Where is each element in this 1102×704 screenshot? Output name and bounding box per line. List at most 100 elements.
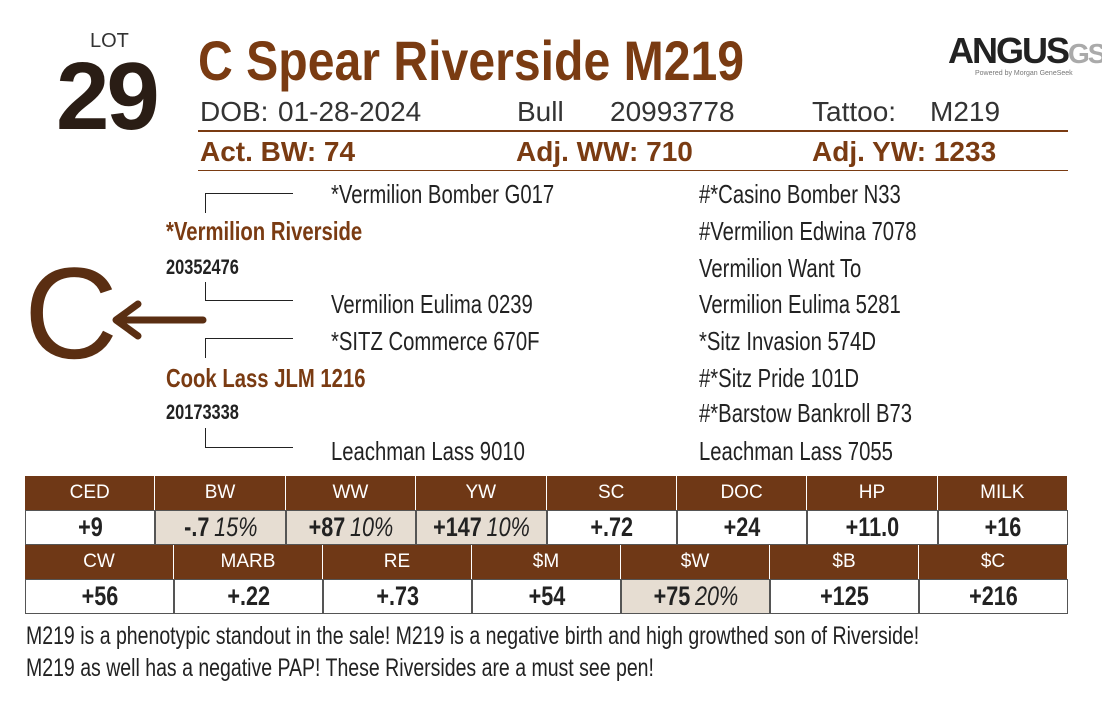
- great-grandparent: #*Sitz Pride 101D: [699, 363, 860, 393]
- logo-tagline: Powered by Morgan GeneSeek: [975, 70, 1073, 77]
- bracket: [205, 447, 293, 448]
- epd-value: +54: [472, 579, 621, 614]
- bracket: [205, 193, 293, 194]
- great-grandparent: #*Casino Bomber N33: [699, 179, 901, 209]
- epd-value: +125: [770, 579, 919, 614]
- epd-header: $B: [770, 545, 919, 579]
- bracket: [205, 338, 206, 358]
- lot-number: 29: [56, 43, 160, 150]
- epd-value: +9: [25, 510, 156, 545]
- epd-value-text: +.73: [376, 581, 419, 612]
- epd-header: $M: [472, 545, 621, 579]
- epd-value: +.73: [323, 579, 472, 614]
- measure: Adj. WW: 710: [516, 136, 693, 167]
- epd-value-text: +216: [969, 581, 1018, 612]
- divider: [198, 130, 1068, 132]
- epd-number: -.7: [183, 512, 210, 542]
- great-grandparent: Vermilion Eulima 5281: [699, 289, 901, 319]
- measure: Act. BW: 74: [200, 136, 356, 167]
- epd-value: +75 20%: [621, 579, 770, 614]
- epd-header: RE: [323, 545, 472, 579]
- epd-value-text: +.22: [227, 581, 270, 612]
- arrow: [112, 300, 207, 340]
- bracket: [205, 338, 293, 339]
- epd-value-text: +87 10%: [309, 512, 394, 543]
- epd-number: +.72: [590, 512, 634, 542]
- logo-brand: ANGUS: [948, 30, 1070, 71]
- epd-value-text: +24: [724, 512, 761, 543]
- sire-registration: 20352476: [166, 256, 239, 279]
- epd-value-text: +16: [984, 512, 1021, 543]
- epd-header: CED: [25, 476, 156, 510]
- epd-value: +24: [676, 510, 808, 545]
- dam: Cook Lass JLM 1216: [166, 363, 366, 393]
- great-grandparent: #*Barstow Bankroll B73: [699, 398, 913, 428]
- comment-line: M219 is a phenotypic standout in the sal…: [26, 622, 920, 650]
- epd-header: SC: [546, 476, 677, 510]
- epd-number: +.22: [227, 581, 270, 611]
- registration: 20993778: [610, 96, 735, 127]
- breed-code: C: [24, 240, 118, 386]
- lot-label: LOT: [90, 30, 129, 52]
- sex: Bull: [517, 96, 564, 127]
- dam-sire: *SITZ Commerce 670F: [331, 326, 540, 356]
- title: C Spear Riverside M219: [198, 29, 745, 92]
- epd-number: +75: [653, 581, 690, 611]
- great-grandparent: #Vermilion Edwina 7078: [699, 216, 917, 246]
- epd-number: +87: [308, 512, 346, 542]
- epd-percentile: 10%: [350, 512, 394, 542]
- bracket: [205, 300, 293, 301]
- epd-header: MARB: [174, 545, 323, 579]
- epd-value: +16: [937, 510, 1068, 545]
- epd-percentile: 20%: [694, 581, 738, 611]
- epd-header: HP: [807, 476, 938, 510]
- epd-header: $W: [621, 545, 770, 579]
- epd-header: WW: [285, 476, 417, 510]
- epd-number: +56: [81, 581, 118, 611]
- bracket: [205, 193, 206, 213]
- dob: 01-28-2024: [278, 96, 422, 127]
- epd-number: +.73: [376, 581, 419, 611]
- great-grandparent: *Sitz Invasion 574D: [699, 326, 876, 356]
- dam-registration: 20173338: [166, 401, 239, 424]
- epd-value: +56: [25, 579, 174, 614]
- dob-label: DOB:: [200, 96, 269, 127]
- epd-header: DOC: [676, 476, 808, 510]
- epd-value: +147 10%: [416, 510, 547, 545]
- epd-value-text: +54: [528, 581, 565, 612]
- epd-value: +87 10%: [285, 510, 417, 545]
- measure: Adj. YW: 1233: [812, 136, 997, 167]
- logo: ANGUSGS: [948, 30, 1102, 72]
- epd-value: +11.0: [807, 510, 938, 545]
- epd-value-text: -.7 15%: [184, 512, 257, 543]
- comment: M219 is a phenotypic standout in the sal…: [26, 620, 919, 684]
- comment-line: M219 as well has a negative PAP! These R…: [26, 654, 654, 682]
- epd-header: YW: [416, 476, 547, 510]
- divider: [198, 170, 1068, 171]
- epd-value-text: +125: [820, 581, 869, 612]
- epd-value-text: +9: [78, 512, 103, 543]
- sire-dam: Vermilion Eulima 0239: [331, 289, 533, 319]
- epd-header: MILK: [937, 476, 1068, 510]
- epd-percentile: 10%: [486, 512, 530, 542]
- bracket: [205, 428, 206, 448]
- tattoo: M219: [930, 96, 1001, 127]
- tattoo-label: Tattoo:: [812, 96, 897, 127]
- epd-value: +.72: [546, 510, 677, 545]
- epd-number: +147: [432, 512, 482, 542]
- epd-number: +54: [528, 581, 565, 611]
- epd-value: +.22: [174, 579, 323, 614]
- epd-number: +9: [77, 512, 103, 542]
- epd-number: +16: [984, 512, 1022, 542]
- epd-value: +216: [919, 579, 1068, 614]
- epd-header: CW: [25, 545, 174, 579]
- great-grandparent: Vermilion Want To: [699, 253, 862, 283]
- logo-suffix: GS: [1068, 38, 1102, 69]
- epd-number: +125: [820, 581, 869, 611]
- epd-header: BW: [155, 476, 286, 510]
- epd-value: -.7 15%: [155, 510, 286, 545]
- epd-value-text: +56: [81, 581, 118, 612]
- epd-value-text: +75 20%: [653, 581, 738, 612]
- epd-percentile: 15%: [213, 512, 258, 542]
